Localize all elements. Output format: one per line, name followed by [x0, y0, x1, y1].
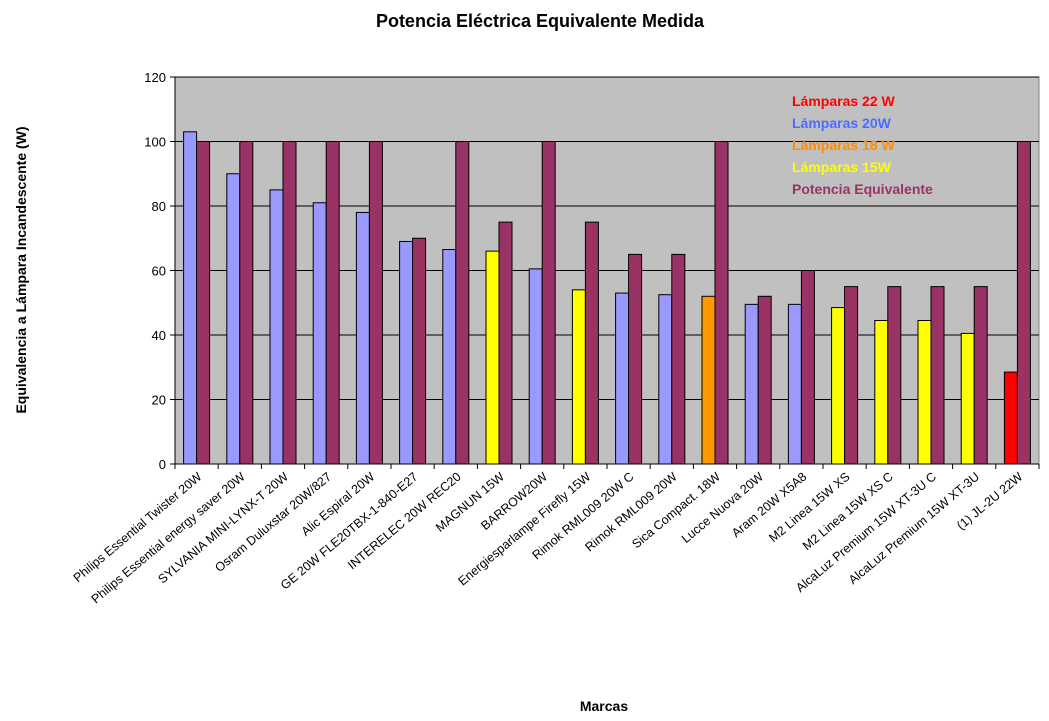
y-tick-label: 80 [152, 199, 166, 214]
chart-title: Potencia Eléctrica Equivalente Medida [376, 11, 705, 31]
bar-measured [399, 240, 414, 465]
bar-measured [960, 332, 975, 465]
bars [183, 131, 1031, 465]
x-tick-label: Alic Espiral 20W [299, 469, 378, 538]
legend-entry: Lámparas 20W [792, 115, 892, 131]
bar-equivalente [930, 286, 945, 465]
bar-measured [442, 249, 457, 465]
legend-entry: Potencia Equivalente [792, 181, 933, 197]
x-tick-label: Philips Essential energy saver 20W [89, 469, 248, 606]
bar-equivalente [800, 270, 815, 465]
bar-measured [528, 268, 543, 465]
y-tick-labels: 0 20 40 60 80 100 120 [144, 70, 166, 472]
bar-measured [1003, 371, 1018, 465]
x-tick-label: Aram 20W X5A8 [729, 470, 809, 541]
bar-equivalente [412, 237, 427, 465]
y-tick-label: 0 [159, 457, 166, 472]
bar-equivalente [239, 141, 254, 465]
legend-entry: Lámparas 18 W [792, 137, 895, 153]
bar-equivalente [541, 141, 556, 465]
y-tick-label: 60 [152, 264, 166, 279]
y-tick-label: 120 [144, 70, 166, 85]
bar-equivalente [368, 141, 383, 465]
bar-measured [312, 202, 327, 465]
y-tick-label: 100 [144, 135, 166, 150]
bar-measured [874, 319, 889, 465]
bar-equivalente [196, 141, 211, 465]
bar-equivalente [584, 221, 599, 465]
bar-equivalente [325, 141, 340, 465]
bar-measured [269, 189, 284, 465]
bar-equivalente [282, 141, 297, 465]
bar-measured [701, 295, 716, 465]
y-tick-label: 40 [152, 328, 166, 343]
x-tick-label: Lucce Nuova 20W [679, 469, 766, 546]
axes [170, 76, 1040, 469]
legend-entry: Lámparas 22 W [792, 93, 895, 109]
bar-measured [917, 319, 932, 465]
bar-measured [787, 303, 802, 465]
bar-equivalente [757, 295, 772, 465]
bar-equivalente [973, 286, 988, 465]
bar-equivalente [844, 286, 859, 465]
bar-equivalente [628, 253, 643, 465]
bar-equivalente [1016, 141, 1031, 465]
bar-equivalente [671, 253, 686, 465]
bar-equivalente [455, 141, 470, 465]
bar-measured [183, 131, 198, 465]
bar-measured [831, 307, 846, 465]
bar-measured [658, 294, 673, 465]
y-tick-label: 20 [152, 393, 166, 408]
bar-equivalente [498, 221, 513, 465]
bar-measured [226, 173, 241, 465]
bar-measured [485, 250, 500, 465]
bar-equivalente [714, 141, 729, 465]
legend-entry: Lámparas 15W [792, 159, 892, 175]
y-axis-title: Equivalencia a Lámpara Incandescente (W) [13, 126, 29, 413]
bar-measured [615, 292, 630, 465]
legend: Lámparas 22 W Lámparas 20W Lámparas 18 W Lá… [792, 93, 933, 197]
bar-measured [571, 289, 586, 465]
bar-measured [744, 303, 759, 465]
x-axis-title: Marcas [580, 698, 628, 714]
bar-equivalente [887, 286, 902, 465]
bar-measured [355, 211, 370, 465]
